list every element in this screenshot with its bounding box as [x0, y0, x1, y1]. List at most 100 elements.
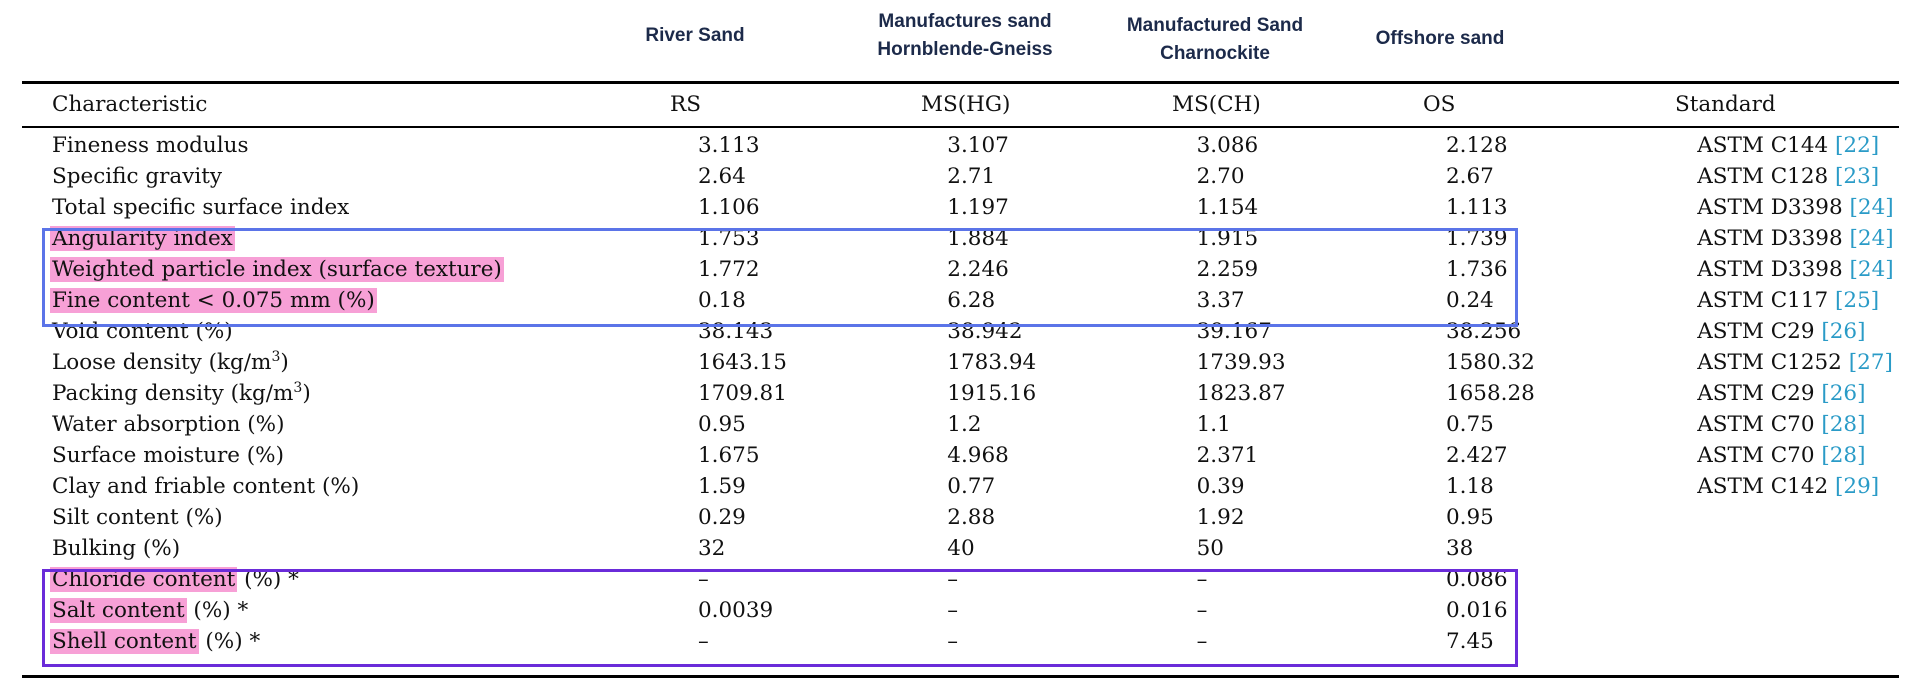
characteristic-text: Clay and friable content (%)	[52, 474, 360, 499]
cell-characteristic: Water absorption (%)	[22, 409, 698, 440]
reference-link[interactable]: [24]	[1849, 257, 1894, 282]
standard-text: ASTM C70	[1697, 412, 1815, 437]
reference-link[interactable]: [26]	[1821, 381, 1866, 406]
cell-os: 1.736	[1445, 257, 1508, 282]
reference-link[interactable]: [28]	[1821, 412, 1866, 437]
cell-standard: ASTM C29 [26]	[1697, 378, 1920, 409]
column-header-os: OS	[1423, 92, 1456, 117]
cell-ms-hg: –	[947, 629, 959, 654]
cell-rs: 1.675	[697, 443, 760, 468]
reference-link[interactable]: [28]	[1821, 443, 1866, 468]
characteristic-text: Surface moisture (%)	[52, 443, 284, 468]
cell-standard	[1697, 564, 1920, 595]
table-row: Void content (%) 38.143 38.942 39.167 38.256…	[22, 316, 1920, 347]
cell-ms-ch: 2.70	[1196, 164, 1245, 189]
reference-link[interactable]: [26]	[1821, 319, 1866, 344]
cell-standard: ASTM C117 [25]	[1697, 285, 1920, 316]
group-header-line1: Manufactures sand	[878, 11, 1052, 32]
column-header-characteristic: Characteristic	[52, 92, 208, 117]
standard-text: ASTM C70	[1697, 443, 1815, 468]
bottom-rule	[22, 675, 1899, 678]
cell-rs: 32	[697, 536, 726, 561]
cell-ms-ch: 1.154	[1196, 195, 1259, 220]
reference-link[interactable]: [25]	[1835, 288, 1880, 313]
cell-ms-hg: 1.197	[947, 195, 1009, 220]
cell-rs: 0.0039	[697, 598, 774, 623]
cell-rs: 0.29	[697, 505, 746, 530]
reference-link[interactable]: [27]	[1848, 350, 1893, 375]
reference-link[interactable]: [23]	[1835, 164, 1880, 189]
cell-ms-hg: 2.71	[947, 164, 996, 189]
table-row: Silt content (%) 0.29 2.88 1.92 0.95	[22, 502, 1920, 533]
cell-ms-ch: 1.92	[1196, 505, 1245, 530]
table-row: Packing density (kg/m3) 1709.81 1915.16 182…	[22, 378, 1920, 409]
cell-standard: ASTM C1252 [27]	[1697, 347, 1920, 378]
cell-standard	[1697, 533, 1920, 564]
cell-ms-hg: 2.88	[947, 505, 996, 530]
cell-rs: 1.106	[697, 195, 760, 220]
cell-rs: 38.143	[697, 319, 774, 344]
standard-text: ASTM C29	[1697, 319, 1815, 344]
reference-link[interactable]: [22]	[1835, 133, 1880, 158]
cell-os: 2.67	[1445, 164, 1494, 189]
cell-ms-ch: –	[1196, 629, 1208, 654]
group-header-line1: River Sand	[645, 25, 745, 46]
table-row: Fineness modulus 3.113 3.107 3.086 2.128 ASTM…	[22, 130, 1920, 161]
cell-rs: 1709.81	[697, 381, 787, 406]
characteristic-text: Bulking (%)	[52, 536, 181, 561]
group-header-offshore-sand: Offshore sand	[1345, 25, 1535, 53]
cell-characteristic: Surface moisture (%)	[22, 440, 698, 471]
cell-rs: 0.95	[697, 412, 746, 437]
reference-link[interactable]: [24]	[1849, 226, 1894, 251]
cell-characteristic: Fineness modulus	[22, 130, 698, 161]
standard-text: ASTM D3398	[1697, 226, 1843, 251]
reference-link[interactable]: [29]	[1835, 474, 1880, 499]
cell-standard	[1697, 502, 1920, 533]
cell-os: 0.95	[1445, 505, 1494, 530]
characteristic-text: Silt content (%)	[52, 505, 223, 530]
cell-rs: 1.772	[697, 257, 760, 282]
column-header-rs: RS	[670, 92, 701, 117]
cell-standard: ASTM D3398 [24]	[1697, 223, 1920, 254]
cell-ms-hg: 1.2	[947, 412, 982, 437]
cell-standard: ASTM C144 [22]	[1697, 130, 1920, 161]
reference-link[interactable]: [24]	[1849, 195, 1894, 220]
table-row: Weighted particle index (surface texture…	[22, 254, 1920, 285]
cell-standard: ASTM C128 [23]	[1697, 161, 1920, 192]
superscript: 3	[293, 379, 303, 396]
cell-ms-ch: 39.167	[1196, 319, 1272, 344]
cell-characteristic: Weighted particle index (surface texture…	[22, 254, 698, 285]
cell-ms-hg: 38.942	[947, 319, 1023, 344]
column-header-ms-ch: MS(CH)	[1172, 92, 1261, 117]
cell-ms-hg: 3.107	[947, 133, 1009, 158]
group-header-line1: Offshore sand	[1375, 28, 1505, 49]
table-row: Loose density (kg/m3) 1643.15 1783.94 1739.…	[22, 347, 1920, 378]
cell-characteristic: Total specific surface index	[22, 192, 698, 223]
characteristic-text: Specific gravity	[52, 164, 223, 189]
cell-ms-ch: 50	[1196, 536, 1224, 561]
characteristic-text: Total specific surface index	[52, 195, 350, 220]
cell-characteristic: Silt content (%)	[22, 502, 698, 533]
cell-os: 0.24	[1445, 288, 1494, 313]
group-header-line2: Charnockite	[1160, 43, 1270, 64]
characteristic-tail: )	[280, 350, 289, 375]
characteristic-text: Fineness modulus	[52, 133, 249, 158]
cell-ms-ch: 0.39	[1196, 474, 1245, 499]
cell-standard: ASTM D3398 [24]	[1697, 254, 1920, 285]
top-rule	[22, 81, 1899, 84]
cell-rs: 1643.15	[697, 350, 787, 375]
table-row: Specific gravity 2.64 2.71 2.70 2.67 ASTM C12…	[22, 161, 1920, 192]
standard-text: ASTM D3398	[1697, 257, 1843, 282]
cell-os: 1658.28	[1445, 381, 1535, 406]
standard-text: ASTM C128	[1697, 164, 1829, 189]
highlight-box-shape-indices	[42, 228, 1518, 327]
cell-ms-hg: 2.246	[947, 257, 1009, 282]
cell-ms-hg: 1915.16	[947, 381, 1037, 406]
standard-text: ASTM C144	[1697, 133, 1829, 158]
standard-text: ASTM C29	[1697, 381, 1815, 406]
cell-os: 1580.32	[1445, 350, 1535, 375]
highlighted-text: Fine content < 0.075 mm (%)	[50, 288, 377, 313]
column-header-ms-hg: MS(HG)	[921, 92, 1011, 117]
cell-ms-ch: 1739.93	[1196, 350, 1286, 375]
cell-standard: ASTM C29 [26]	[1697, 316, 1920, 347]
